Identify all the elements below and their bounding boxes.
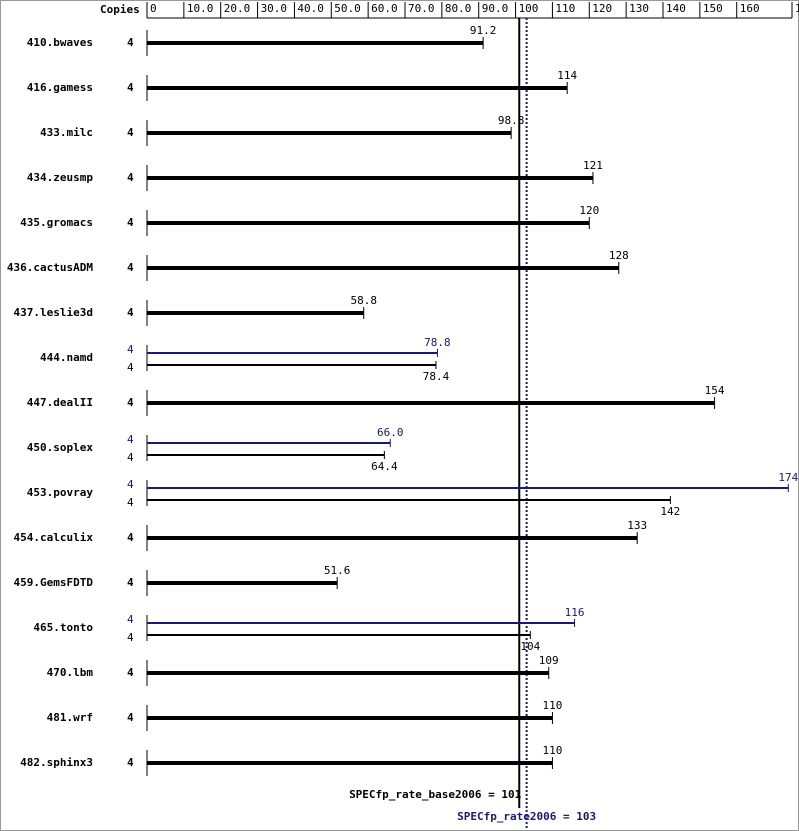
value-label: 78.8: [424, 336, 451, 349]
copies: 4: [127, 478, 134, 491]
value-label: 120: [579, 204, 599, 217]
value-label: 104: [520, 640, 540, 653]
value-label: 51.6: [324, 564, 351, 577]
category-label: 482.sphinx3: [20, 756, 93, 769]
x-tick-label: 40.0: [297, 2, 324, 15]
copies: 4: [127, 631, 134, 644]
value-label: 133: [627, 519, 647, 532]
copies: 4: [127, 451, 134, 464]
x-tick-label: 150: [703, 2, 723, 15]
x-tick-label: 0: [150, 2, 157, 15]
x-tick-label: 110: [555, 2, 575, 15]
category-label: 454.calculix: [14, 531, 94, 544]
category-label: 470.lbm: [47, 666, 94, 679]
x-tick-label: 60.0: [371, 2, 398, 15]
copies: 4: [127, 36, 134, 49]
copies: 4: [127, 171, 134, 184]
category-label: 444.namd: [40, 351, 93, 364]
value-label: 78.4: [423, 370, 450, 383]
category-label: 434.zeusmp: [27, 171, 94, 184]
value-label: 109: [539, 654, 559, 667]
category-label: 450.soplex: [27, 441, 94, 454]
category-label: 447.dealII: [27, 396, 93, 409]
copies: 4: [127, 666, 134, 679]
copies: 4: [127, 306, 134, 319]
category-label: 437.leslie3d: [14, 306, 93, 319]
value-label: 91.2: [470, 24, 497, 37]
copies: 4: [127, 756, 134, 769]
copies: 4: [127, 396, 134, 409]
copies: 4: [127, 126, 134, 139]
value-label: 66.0: [377, 426, 404, 439]
copies: 4: [127, 711, 134, 724]
category-label: 435.gromacs: [20, 216, 93, 229]
value-label: 128: [609, 249, 629, 262]
value-label: 110: [542, 699, 562, 712]
x-tick-label: 70.0: [408, 2, 435, 15]
category-label: 459.GemsFDTD: [14, 576, 94, 589]
value-label: 116: [565, 606, 585, 619]
value-label: 64.4: [371, 460, 398, 473]
category-label: 410.bwaves: [27, 36, 93, 49]
x-tick-label: 10.0: [187, 2, 214, 15]
copies: 4: [127, 576, 134, 589]
value-label: 98.8: [498, 114, 525, 127]
copies: 4: [127, 216, 134, 229]
copies: 4: [127, 261, 134, 274]
category-label: 465.tonto: [33, 621, 93, 634]
copies-header: Copies: [100, 3, 140, 16]
reference-label: SPECfp_rate_base2006 = 101: [349, 788, 522, 801]
x-tick-label: 160: [740, 2, 760, 15]
copies: 4: [127, 361, 134, 374]
value-label: 142: [660, 505, 680, 518]
x-tick-label: 120: [592, 2, 612, 15]
category-label: 436.cactusADM: [7, 261, 93, 274]
copies: 4: [127, 343, 134, 356]
x-tick-label: 20.0: [224, 2, 251, 15]
category-label: 481.wrf: [47, 711, 93, 724]
x-tick-label: 80.0: [445, 2, 472, 15]
x-tick-label: 140: [666, 2, 686, 15]
x-tick-label: 30.0: [261, 2, 288, 15]
copies: 4: [127, 433, 134, 446]
value-label: 121: [583, 159, 603, 172]
category-label: 416.gamess: [27, 81, 93, 94]
copies: 4: [127, 613, 134, 626]
value-label: 58.8: [350, 294, 377, 307]
x-tick-label: 90.0: [482, 2, 509, 15]
category-label: 433.milc: [40, 126, 93, 139]
x-tick-label: 50.0: [334, 2, 361, 15]
value-label: 174: [778, 471, 798, 484]
value-label: 114: [557, 69, 577, 82]
x-tick-label: 175: [795, 2, 799, 15]
x-tick-label: 100: [519, 2, 539, 15]
category-label: 453.povray: [27, 486, 94, 499]
copies: 4: [127, 81, 134, 94]
reference-label: SPECfp_rate2006 = 103: [457, 810, 596, 823]
value-label: 110: [542, 744, 562, 757]
value-label: 154: [705, 384, 725, 397]
x-tick-label: 130: [629, 2, 649, 15]
copies: 4: [127, 496, 134, 509]
copies: 4: [127, 531, 134, 544]
